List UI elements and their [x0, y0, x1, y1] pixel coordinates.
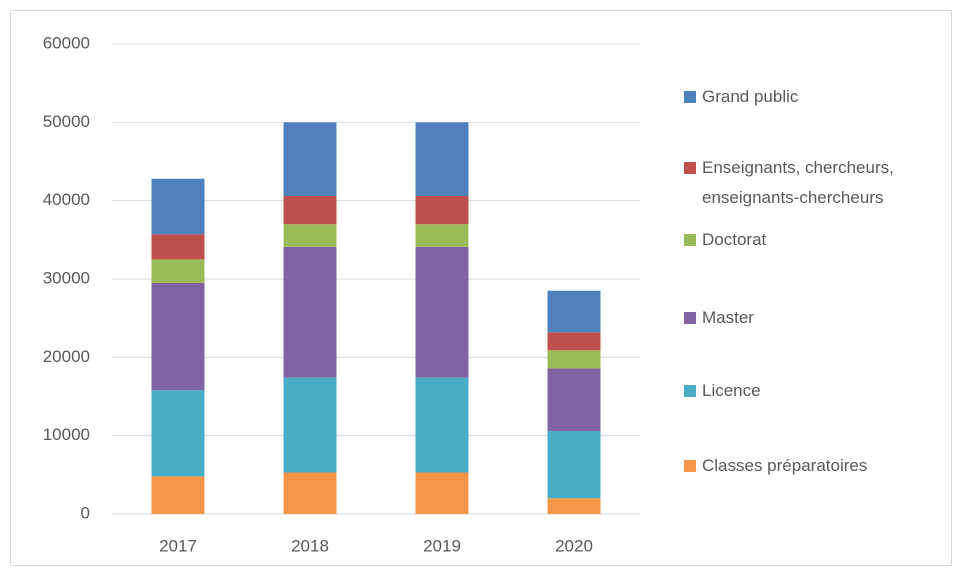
bar-segment	[547, 430, 601, 499]
legend-item: Enseignants, chercheurs, enseignants-che…	[684, 153, 954, 213]
legend-label: Grand public	[702, 87, 799, 106]
y-tick-label: 20000	[43, 347, 90, 366]
legend-item: Grand public	[684, 82, 954, 112]
legend-label: Master	[702, 308, 754, 327]
y-tick-label: 30000	[43, 268, 90, 287]
bar-segment	[415, 224, 469, 247]
chart-frame	[10, 10, 952, 566]
bar-segment	[283, 472, 337, 514]
legend-label: Enseignants, chercheurs, enseignants-che…	[702, 158, 894, 207]
x-tick-label: 2017	[159, 536, 197, 555]
x-tick-label: 2018	[291, 536, 329, 555]
y-tick-label: 40000	[43, 190, 90, 209]
bar-segment	[151, 476, 205, 514]
bar-segment	[283, 195, 337, 225]
bar-segment	[283, 246, 337, 378]
bar-segment	[415, 377, 469, 473]
bar-segment	[283, 224, 337, 247]
bar-segment	[151, 282, 205, 391]
legend-label: Classes préparatoires	[702, 456, 868, 475]
bar-segment	[547, 350, 601, 369]
bar-segment	[151, 390, 205, 477]
legend-item: Licence	[684, 376, 954, 406]
bar-segment	[547, 498, 601, 514]
bar-segment	[151, 259, 205, 283]
bar-segment	[547, 368, 601, 431]
legend-swatch	[684, 91, 696, 103]
legend-item: Classes préparatoires	[684, 451, 954, 481]
legend-swatch	[684, 162, 696, 174]
bar-segment	[151, 234, 205, 260]
y-tick-label: 10000	[43, 425, 90, 444]
bar-segment	[415, 195, 469, 225]
legend-label: Doctorat	[702, 230, 767, 249]
x-tick-label: 2020	[555, 536, 593, 555]
legend-swatch	[684, 385, 696, 397]
bar-segment	[415, 246, 469, 378]
bar-segment	[283, 377, 337, 473]
bar-segment	[415, 122, 469, 196]
bar-segment	[415, 472, 469, 514]
bar-segment	[151, 178, 205, 235]
legend-swatch	[684, 234, 696, 246]
y-tick-label: 0	[81, 503, 90, 522]
bar-segment	[547, 332, 601, 351]
legend-swatch	[684, 460, 696, 472]
legend-label: Licence	[702, 381, 761, 400]
y-tick-label: 60000	[43, 33, 90, 52]
x-tick-label: 2019	[423, 536, 461, 555]
legend-swatch	[684, 312, 696, 324]
y-tick-label: 50000	[43, 112, 90, 131]
bar-segment	[547, 290, 601, 333]
bar-segment	[283, 122, 337, 196]
legend-item: Master	[684, 303, 954, 333]
legend-item: Doctorat	[684, 225, 954, 255]
